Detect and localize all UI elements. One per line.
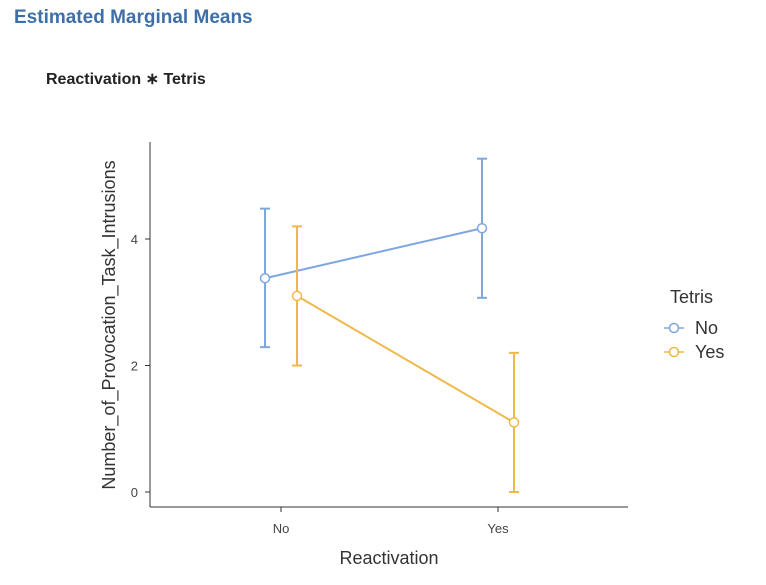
x-axis-title: Reactivation (339, 548, 438, 568)
y-ticks: 0 2 4 (131, 232, 150, 500)
data-point (291, 290, 303, 302)
y-tick-label: 0 (131, 485, 138, 500)
y-tick-label: 4 (131, 232, 138, 247)
y-tick-label: 2 (131, 359, 138, 374)
x-tick-label: No (273, 521, 290, 536)
legend: Tetris No Yes (664, 287, 724, 362)
series-line (264, 227, 483, 280)
section-title: Estimated Marginal Means (14, 7, 253, 28)
series-no (259, 157, 488, 349)
data-point (476, 222, 488, 234)
x-tick-label: Yes (487, 521, 509, 536)
legend-label: Yes (695, 342, 724, 362)
legend-item-yes: Yes (664, 342, 724, 362)
axes (149, 142, 628, 508)
legend-item-no: No (664, 318, 718, 338)
data-point (259, 272, 271, 284)
legend-key-point (668, 346, 680, 358)
series-yes (291, 225, 520, 493)
legend-label: No (695, 318, 718, 338)
legend-title: Tetris (670, 287, 713, 307)
y-axis-title: Number_of_Provocation_Task_Intrusions (99, 160, 120, 489)
chart-subtitle: Reactivation ∗ Tetris (46, 71, 206, 88)
legend-key-point (668, 322, 680, 334)
series-line (296, 295, 515, 424)
x-ticks: No Yes (273, 507, 509, 536)
series-layer (259, 157, 520, 493)
data-point (508, 417, 520, 428)
